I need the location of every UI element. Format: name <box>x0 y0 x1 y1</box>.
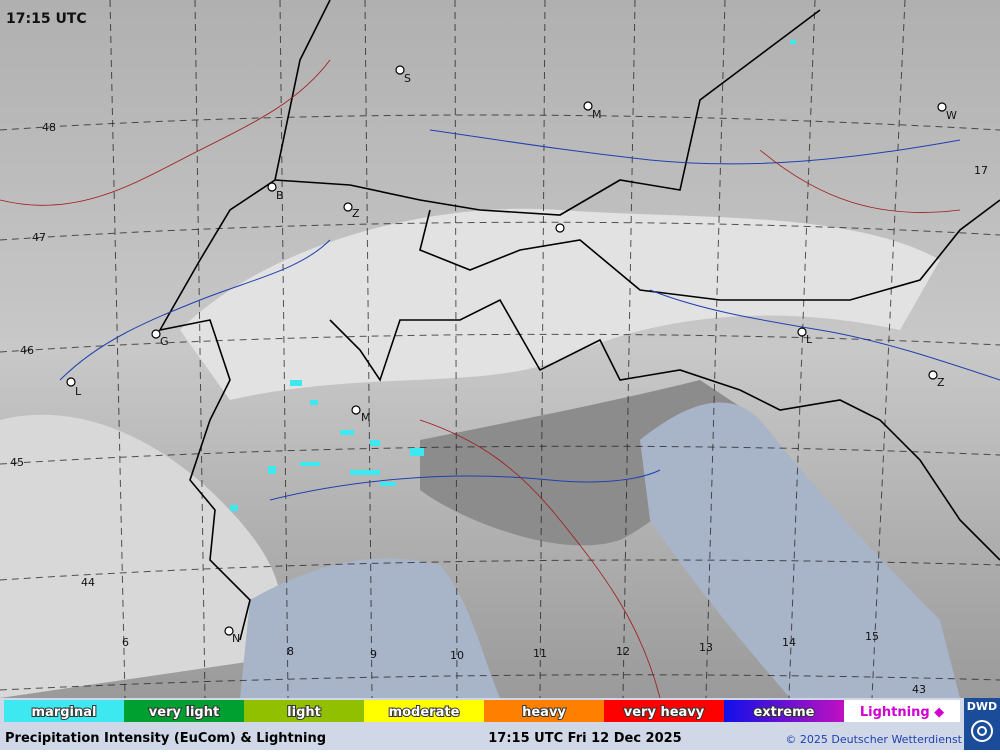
legend-label: extreme <box>753 705 814 720</box>
borders <box>158 0 1000 641</box>
legend-label: marginal <box>32 705 97 720</box>
latitude-labels: 48 47 46 45 44 43 <box>10 121 926 696</box>
city-label: S <box>404 72 411 85</box>
lon-label: 13 <box>699 641 713 654</box>
lat-label: 43 <box>912 683 926 696</box>
lon-label: 15 <box>865 630 879 643</box>
city-label: N <box>232 632 240 645</box>
western-alps <box>0 414 281 698</box>
legend-label: light <box>287 705 321 720</box>
rivers <box>59 129 1000 501</box>
city-label: Z <box>352 207 360 220</box>
grid <box>0 0 1000 699</box>
logo: DWD <box>967 700 997 713</box>
footer-copyright: © 2025 Deutscher Wetterdienst <box>785 733 962 746</box>
lon-label: 10 <box>450 649 464 662</box>
legend-swatch <box>124 700 244 722</box>
logo-icon <box>971 720 993 742</box>
city-label: L <box>75 385 82 398</box>
legend-swatch <box>604 700 724 722</box>
lon-label: 9 <box>370 648 377 661</box>
city-labels: S M W B Z G L M L Z N <box>75 72 957 645</box>
city-label: L <box>806 333 813 346</box>
lat-label: 44 <box>81 576 95 589</box>
legend-label: moderate <box>389 705 460 720</box>
legend-swatch <box>844 700 960 722</box>
footer-timestamp: 17:15 UTC Fri 12 Dec 2025 <box>488 731 681 746</box>
city-label: B <box>276 189 284 202</box>
lon-label: 14 <box>782 636 796 649</box>
adriatic-sea <box>640 402 960 698</box>
longitude-labels: 6 8 9 10 11 12 13 14 15 17 <box>122 164 988 662</box>
precipitation <box>230 40 796 511</box>
legend-swatch <box>244 700 364 722</box>
city-label: M <box>361 411 371 424</box>
lat-label: 45 <box>10 456 24 469</box>
time-label: 17:15 UTC <box>6 11 87 27</box>
legend-swatch <box>364 700 484 722</box>
logo-icon <box>977 726 987 736</box>
legend-swatch <box>484 700 604 722</box>
footer-title: Precipitation Intensity (EuCom) & Lightn… <box>5 731 326 746</box>
admin-lines <box>0 59 961 699</box>
city-label: W <box>946 109 957 122</box>
lat-label: 48 <box>42 121 56 134</box>
city-label: M <box>592 108 602 121</box>
lon-label: 12 <box>616 645 630 658</box>
lon-label: 11 <box>533 647 547 660</box>
lon-label: 8 <box>287 645 294 658</box>
city-label: Z <box>937 376 945 389</box>
city-markers <box>66 65 947 636</box>
legend-label: very light <box>149 705 219 720</box>
legend-swatch <box>4 700 124 722</box>
alps <box>180 208 940 400</box>
legend-label: Lightning ◆ <box>860 705 944 720</box>
lon-label: 17 <box>974 164 988 177</box>
city-label: G <box>160 335 169 348</box>
ligurian-sea <box>240 558 500 698</box>
lat-label: 46 <box>20 344 34 357</box>
lat-label: 47 <box>32 231 46 244</box>
lon-label: 6 <box>122 636 129 649</box>
legend-label: heavy <box>522 705 566 720</box>
legend: marginal very light light moderate heavy very… <box>4 700 960 722</box>
legend-label: very heavy <box>624 705 705 720</box>
legend-swatch <box>724 700 844 722</box>
